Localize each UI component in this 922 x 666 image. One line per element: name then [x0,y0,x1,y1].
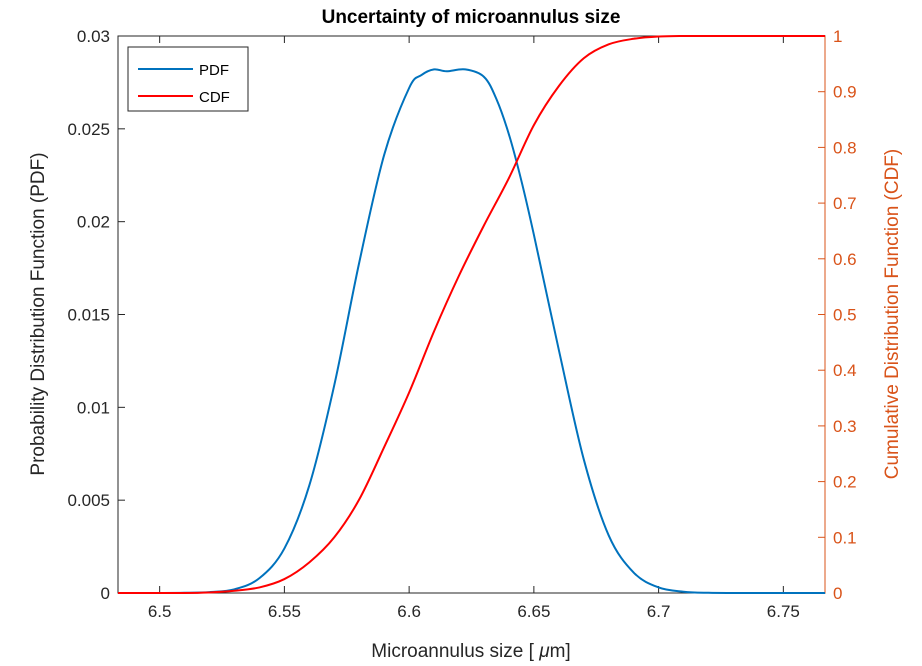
y-axis-left: 0 0.005 0.01 0.015 0.02 0.025 0.03 [67,27,125,603]
y-left-tick-label: 0.015 [67,306,110,325]
legend: PDF CDF [127,46,249,112]
x-tick-label: 6.65 [517,602,550,621]
y-right-tick-label: 0.4 [833,361,857,380]
y-right-tick-label: 0.9 [833,83,857,102]
y-axis-right: 0 0.1 0.2 0.3 0.4 0.5 0.6 0.7 0.8 0.9 1 [818,27,857,603]
series-layer [117,34,825,595]
y-right-tick-label: 0.1 [833,528,857,547]
x-tick-label: 6.75 [767,602,800,621]
x-axis-title-prefix: Microannulus size [ [371,641,539,662]
y-right-tick-label: 1 [833,27,842,46]
x-tick-label: 6.5 [148,602,172,621]
y-left-tick-label: 0 [101,584,110,603]
legend-label-cdf: CDF [199,89,230,106]
chart-title: Uncertainty of microannulus size [322,7,621,28]
y-left-tick-label: 0.02 [77,213,110,232]
x-axis: 6.5 6.55 6.6 6.65 6.7 6.75 [148,36,800,621]
legend-box [127,46,249,112]
y-right-tick-label: 0.5 [833,306,857,325]
y-left-tick-label: 0.025 [67,120,110,139]
y-right-tick-label: 0.6 [833,250,857,269]
y-left-tick-label: 0.03 [77,27,110,46]
x-tick-label: 6.55 [268,602,301,621]
legend-label-pdf: PDF [199,62,229,79]
y-right-tick-label: 0.3 [833,417,857,436]
series-line-pdf [117,68,825,595]
x-tick-label: 6.7 [647,602,671,621]
series-line-cdf [117,34,825,595]
y-left-tick-label: 0.01 [77,398,110,417]
y-right-tick-label: 0.7 [833,194,857,213]
y-axis-left-title: Probability Distribution Function (PDF) [28,152,49,475]
y-right-tick-label: 0.2 [833,473,857,492]
x-tick-label: 6.6 [397,602,421,621]
x-axis-title-unit-symbol: μ [538,641,550,662]
x-axis-title: Microannulus size [ μm] [371,641,570,662]
y-left-tick-label: 0.005 [67,491,110,510]
x-axis-title-suffix: m] [550,641,571,662]
y-right-tick-label: 0 [833,584,842,603]
y-right-tick-label: 0.8 [833,138,857,157]
y-axis-right-title: Cumulative Distribution Function (CDF) [882,149,903,480]
